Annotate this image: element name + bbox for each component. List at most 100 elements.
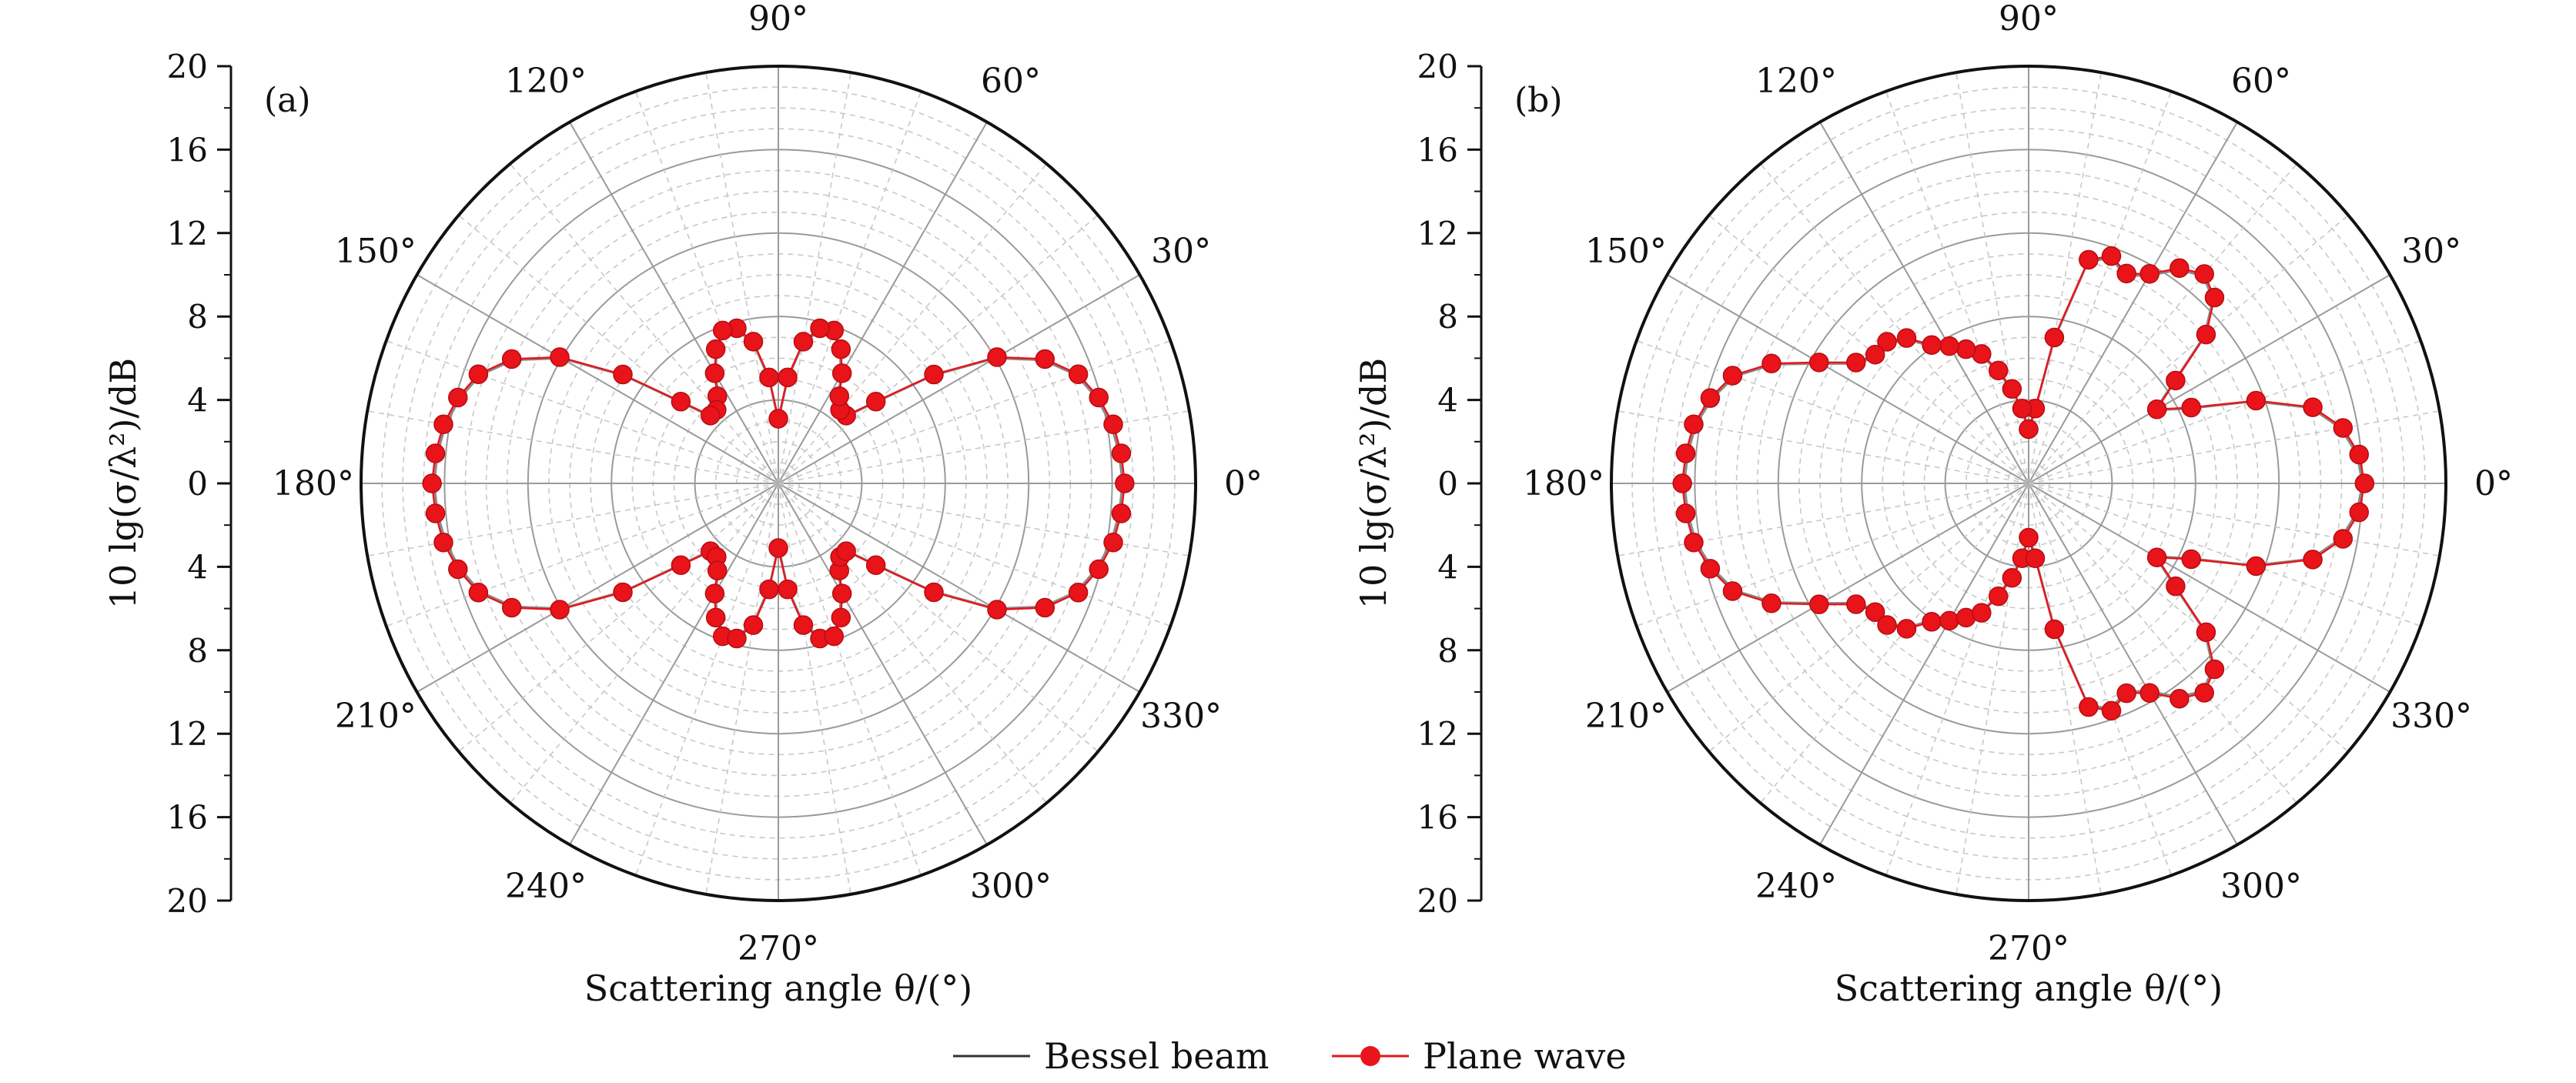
grid-spoke <box>778 483 1140 693</box>
data-point-plane-wave <box>778 579 798 600</box>
angle-label: 300° <box>2220 867 2302 906</box>
data-point-plane-wave <box>2079 697 2099 717</box>
angle-label: 240° <box>1755 867 1837 906</box>
grid-spoke <box>417 483 779 693</box>
grid-spoke <box>1667 274 2029 484</box>
grid-spoke <box>1759 163 2029 484</box>
data-point-plane-wave <box>422 473 442 493</box>
data-point-plane-wave <box>433 532 453 553</box>
radial-tick-label: 20 <box>1417 48 1458 85</box>
grid-spoke <box>778 274 1140 484</box>
data-point-plane-wave <box>2019 527 2039 548</box>
data-point-plane-wave <box>468 364 489 384</box>
radial-tick-label: 8 <box>1437 632 1458 670</box>
data-point-plane-wave <box>987 600 1007 620</box>
data-point-plane-wave <box>1865 602 1885 622</box>
x-axis-title: Scattering angle θ/(°) <box>584 968 972 1009</box>
data-point-plane-wave <box>1115 473 1135 493</box>
radial-tick-label: 12 <box>167 715 208 753</box>
data-point-plane-wave <box>824 626 845 647</box>
data-point-plane-wave <box>1722 581 1743 601</box>
data-point-plane-wave <box>2194 683 2214 703</box>
data-point-plane-wave <box>1089 559 1109 580</box>
data-point-plane-wave <box>2079 249 2099 270</box>
data-point-plane-wave <box>831 583 852 603</box>
radial-tick-label: 4 <box>187 548 208 586</box>
data-point-plane-wave <box>1684 532 1704 553</box>
radial-tick-label: 8 <box>187 298 208 336</box>
radial-tick-label: 20 <box>1417 882 1458 920</box>
grid-spoke <box>417 274 779 484</box>
data-point-plane-wave <box>501 597 522 618</box>
data-point-plane-wave <box>433 414 453 435</box>
data-point-plane-wave <box>2170 258 2190 279</box>
radial-tick-label: 12 <box>1417 715 1458 753</box>
data-point-plane-wave <box>2303 397 2323 417</box>
data-point-plane-wave <box>831 363 852 383</box>
radial-tick-label: 4 <box>1437 548 1458 586</box>
data-point-plane-wave <box>1939 610 1959 631</box>
data-point-plane-wave <box>1972 603 1992 623</box>
data-point-plane-wave <box>1089 387 1109 408</box>
radial-tick-label: 12 <box>1417 215 1458 252</box>
angle-label: 270° <box>1988 929 2069 968</box>
data-point-plane-wave <box>829 386 850 406</box>
data-point-plane-wave <box>2354 473 2375 493</box>
data-point-plane-wave <box>1896 619 1917 639</box>
data-point-plane-wave <box>743 615 764 635</box>
angle-label: 150° <box>1585 232 1667 271</box>
data-point-plane-wave <box>2025 548 2046 568</box>
data-point-plane-wave <box>1922 335 1942 355</box>
data-point-plane-wave <box>2246 390 2267 411</box>
data-point-plane-wave <box>2333 418 2354 438</box>
radial-tick-label: 20 <box>167 48 208 85</box>
data-point-plane-wave <box>501 349 522 369</box>
data-point-plane-wave <box>1068 583 1089 603</box>
data-point-plane-wave <box>448 559 468 580</box>
angle-label: 0° <box>1224 464 1263 503</box>
data-point-plane-wave <box>1103 532 1123 553</box>
angle-label: 180° <box>273 464 354 503</box>
data-point-plane-wave <box>1068 364 1089 384</box>
angle-label: 60° <box>981 62 1041 101</box>
angle-label: 240° <box>505 867 587 906</box>
data-point-plane-wave <box>836 541 856 561</box>
data-point-plane-wave <box>705 607 726 628</box>
data-point-plane-wave <box>2116 263 2136 284</box>
angle-label: 210° <box>335 697 417 736</box>
data-point-plane-wave <box>2181 549 2201 570</box>
radial-tick-label: 0 <box>187 465 208 503</box>
data-point-plane-wave <box>778 367 798 388</box>
data-point-plane-wave <box>1111 503 1132 523</box>
angle-label: 90° <box>748 0 808 38</box>
data-point-plane-wave <box>2333 529 2354 549</box>
angle-label: 120° <box>505 62 587 101</box>
data-point-plane-wave <box>2303 550 2323 570</box>
data-point-plane-wave <box>1809 594 1829 614</box>
data-point-plane-wave <box>1988 360 2009 381</box>
data-point-plane-wave <box>2139 264 2159 284</box>
data-point-plane-wave <box>704 583 725 603</box>
radial-tick-label: 12 <box>167 215 208 252</box>
data-point-plane-wave <box>468 583 489 603</box>
angle-label: 150° <box>335 232 417 271</box>
data-point-plane-wave <box>1761 353 1781 373</box>
data-point-plane-wave <box>768 409 788 429</box>
grid-spoke <box>2028 483 2238 845</box>
data-point-plane-wave <box>1955 339 1976 359</box>
radial-tick-label: 4 <box>187 382 208 419</box>
angle-label: 90° <box>1999 0 2059 38</box>
data-point-plane-wave <box>2012 399 2032 419</box>
data-point-plane-wave <box>1675 503 1696 523</box>
data-point-plane-wave <box>2101 246 2122 266</box>
data-point-plane-wave <box>2002 568 2022 588</box>
grid-spoke <box>778 214 1099 484</box>
radial-tick-label: 16 <box>1417 131 1458 169</box>
angle-label: 30° <box>2401 232 2461 271</box>
data-point-plane-wave <box>1684 414 1704 435</box>
radial-tick-label: 16 <box>167 131 208 169</box>
data-point-plane-wave <box>1877 615 1897 635</box>
radial-tick-label: 16 <box>1417 799 1458 837</box>
grid-spoke <box>1819 122 2029 484</box>
grid-spoke <box>2028 274 2390 484</box>
